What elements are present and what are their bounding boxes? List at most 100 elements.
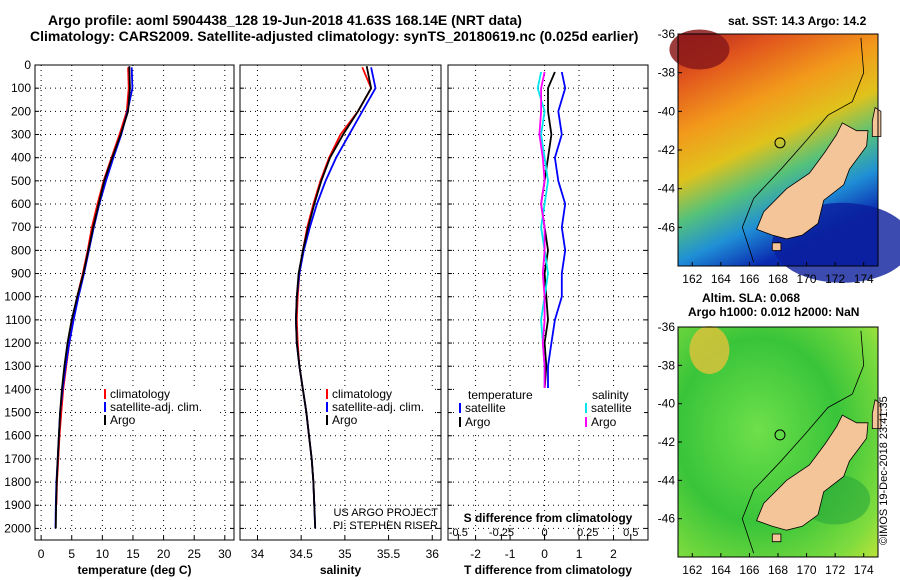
salinity-legend-box [323,386,435,430]
depth-tick-label: 500 [11,174,31,188]
series-argo [54,66,131,529]
diff-legend-box [456,388,644,434]
plot-title-line2: Climatology: CARS2009. Satellite-adjuste… [30,28,639,44]
sdiff-xtick-label: 0.25 [577,527,598,539]
credit-annotation: PI: STEPHEN RISER [333,520,438,532]
high-sla-patch [689,326,730,374]
series-s-argo [538,71,546,390]
g-map-sla-xtick-label: 166 [739,563,759,577]
g-map-sst-xtick-label: 168 [768,272,788,286]
depth-tick-label: 2000 [4,521,31,535]
bathymetry-contour [741,37,865,263]
temperature-xtick-label: 0 [38,547,45,561]
sla-map-title-line2: Argo h1000: 0.012 h2000: NaN [688,305,859,319]
salinity-xtick-label: 34.5 [289,547,313,561]
depth-tick-label: 1400 [4,382,31,396]
temperature-legend-box [101,386,219,430]
g-map-sst-ytick-label: -36 [658,27,676,41]
depth-tick-label: 1800 [4,475,31,489]
depth-tick-label: 1700 [4,452,31,466]
depth-tick-label: 1100 [5,313,31,327]
stewart-island-land [771,242,782,251]
difference-xtick-label: -2 [470,547,481,561]
g-map-sla-xtick-label: 162 [682,563,702,577]
temperature-xlabel: temperature (deg C) [77,563,191,577]
south-island-land [756,414,869,531]
difference-xtick-label: 2 [610,547,617,561]
diff-legend-header: temperature [468,388,533,402]
copyright-stamp-text: ©IMOS 19-Dec-2018 23:41:35 [878,396,890,545]
difference-xtick-label: -1 [505,547,516,561]
depth-tick-label: 400 [11,151,31,165]
sst-map-title: sat. SST: 14.3 Argo: 14.2 [728,14,867,28]
g-map-sst-xtick-label: 162 [682,272,702,286]
temperature-legend-label: satellite-adj. clim. [110,400,202,414]
temperature-xtick-label: 25 [188,547,202,561]
depth-tick-label: 1300 [4,359,31,373]
sla-map-title-line1: Altim. SLA: 0.068 [702,291,800,305]
depth-tick-label: 700 [11,220,31,234]
g-map-sst-ytick-label: -38 [658,66,676,80]
depth-tick-label: 900 [11,267,31,281]
difference-xtick-label: 0 [541,547,548,561]
depth-tick-label: 800 [11,243,31,257]
difference-xtick-label: 1 [576,547,583,561]
salinity-xtick-label: 36 [426,547,440,561]
bathymetry-contour [741,330,865,554]
g-map-sla-ytick-label: -42 [658,435,676,449]
salinity-xtick-label: 34 [251,547,265,561]
series-argo [294,66,373,529]
g-map-sst-xtick-label: 164 [711,272,731,286]
temperature-xtick-label: 10 [96,547,110,561]
depth-tick-label: 100 [11,81,31,95]
sdiff-xtick-label: -0.25 [489,527,514,539]
g-map-sst-xtick-label: 166 [739,272,759,286]
g-map-sst-xtick-label: 172 [825,272,845,286]
sdiff-xlabel: S difference from climatology [464,511,633,525]
temperature-xtick-label: 15 [126,547,140,561]
g-map-sla-xtick-label: 172 [825,563,845,577]
g-map-sst-xtick-label: 174 [854,272,874,286]
g-map-sla-ytick-label: -40 [658,397,676,411]
credit-annotation: US ARGO PROJECT [333,507,438,519]
depth-tick-label: 0 [24,58,31,72]
g-map-sst-ytick-label: -40 [658,104,676,118]
salinity-xlabel: salinity [320,563,362,577]
difference-frame [447,64,649,541]
series-s-satellite [536,71,549,390]
salinity-legend-label: Argo [332,413,358,427]
g-map-sla-ytick-label: -46 [658,512,676,526]
temperature-xtick-label: 20 [157,547,171,561]
depth-tick-label: 1000 [4,290,31,304]
sdiff-xtick-label: 0.5 [623,527,638,539]
plot-title-line1: Argo profile: aoml 5904438_128 19-Jun-20… [48,12,522,28]
stewart-island-land [771,533,782,543]
sdiff-xtick-label: -0.5 [449,527,468,539]
salinity-xtick-label: 35.5 [377,547,401,561]
depth-tick-label: 200 [11,104,31,118]
series-t-satellite [547,71,567,390]
depth-tick-label: 1600 [4,429,31,443]
argo-position-marker [774,137,786,149]
warm-patch [669,29,730,70]
diff-legend-label: satellite [465,401,506,415]
sdiff-xtick-label: 0 [541,527,547,539]
depth-tick-label: 300 [11,128,31,142]
difference-xlabel: T difference from climatology [464,563,632,577]
temperature-legend-label: climatology [110,387,170,401]
g-map-sst-xtick-label: 170 [797,272,817,286]
argo-position-marker [774,429,786,441]
g-map-sla-xtick-label: 164 [711,563,731,577]
salinity-xtick-label: 35 [338,547,352,561]
g-map-sla-xtick-label: 174 [854,563,874,577]
g-map-sla-xtick-label: 170 [797,563,817,577]
g-map-sla-ytick-label: -38 [658,358,676,372]
g-map-sla-xtick-label: 168 [768,563,788,577]
diff-legend-label: Argo [465,415,491,429]
depth-tick-label: 1500 [4,406,31,420]
g-map-sst-ytick-label: -44 [658,182,676,196]
depth-tick-label: 600 [11,197,31,211]
south-island-land [756,122,869,240]
salinity-legend-label: satellite-adj. clim. [332,400,424,414]
